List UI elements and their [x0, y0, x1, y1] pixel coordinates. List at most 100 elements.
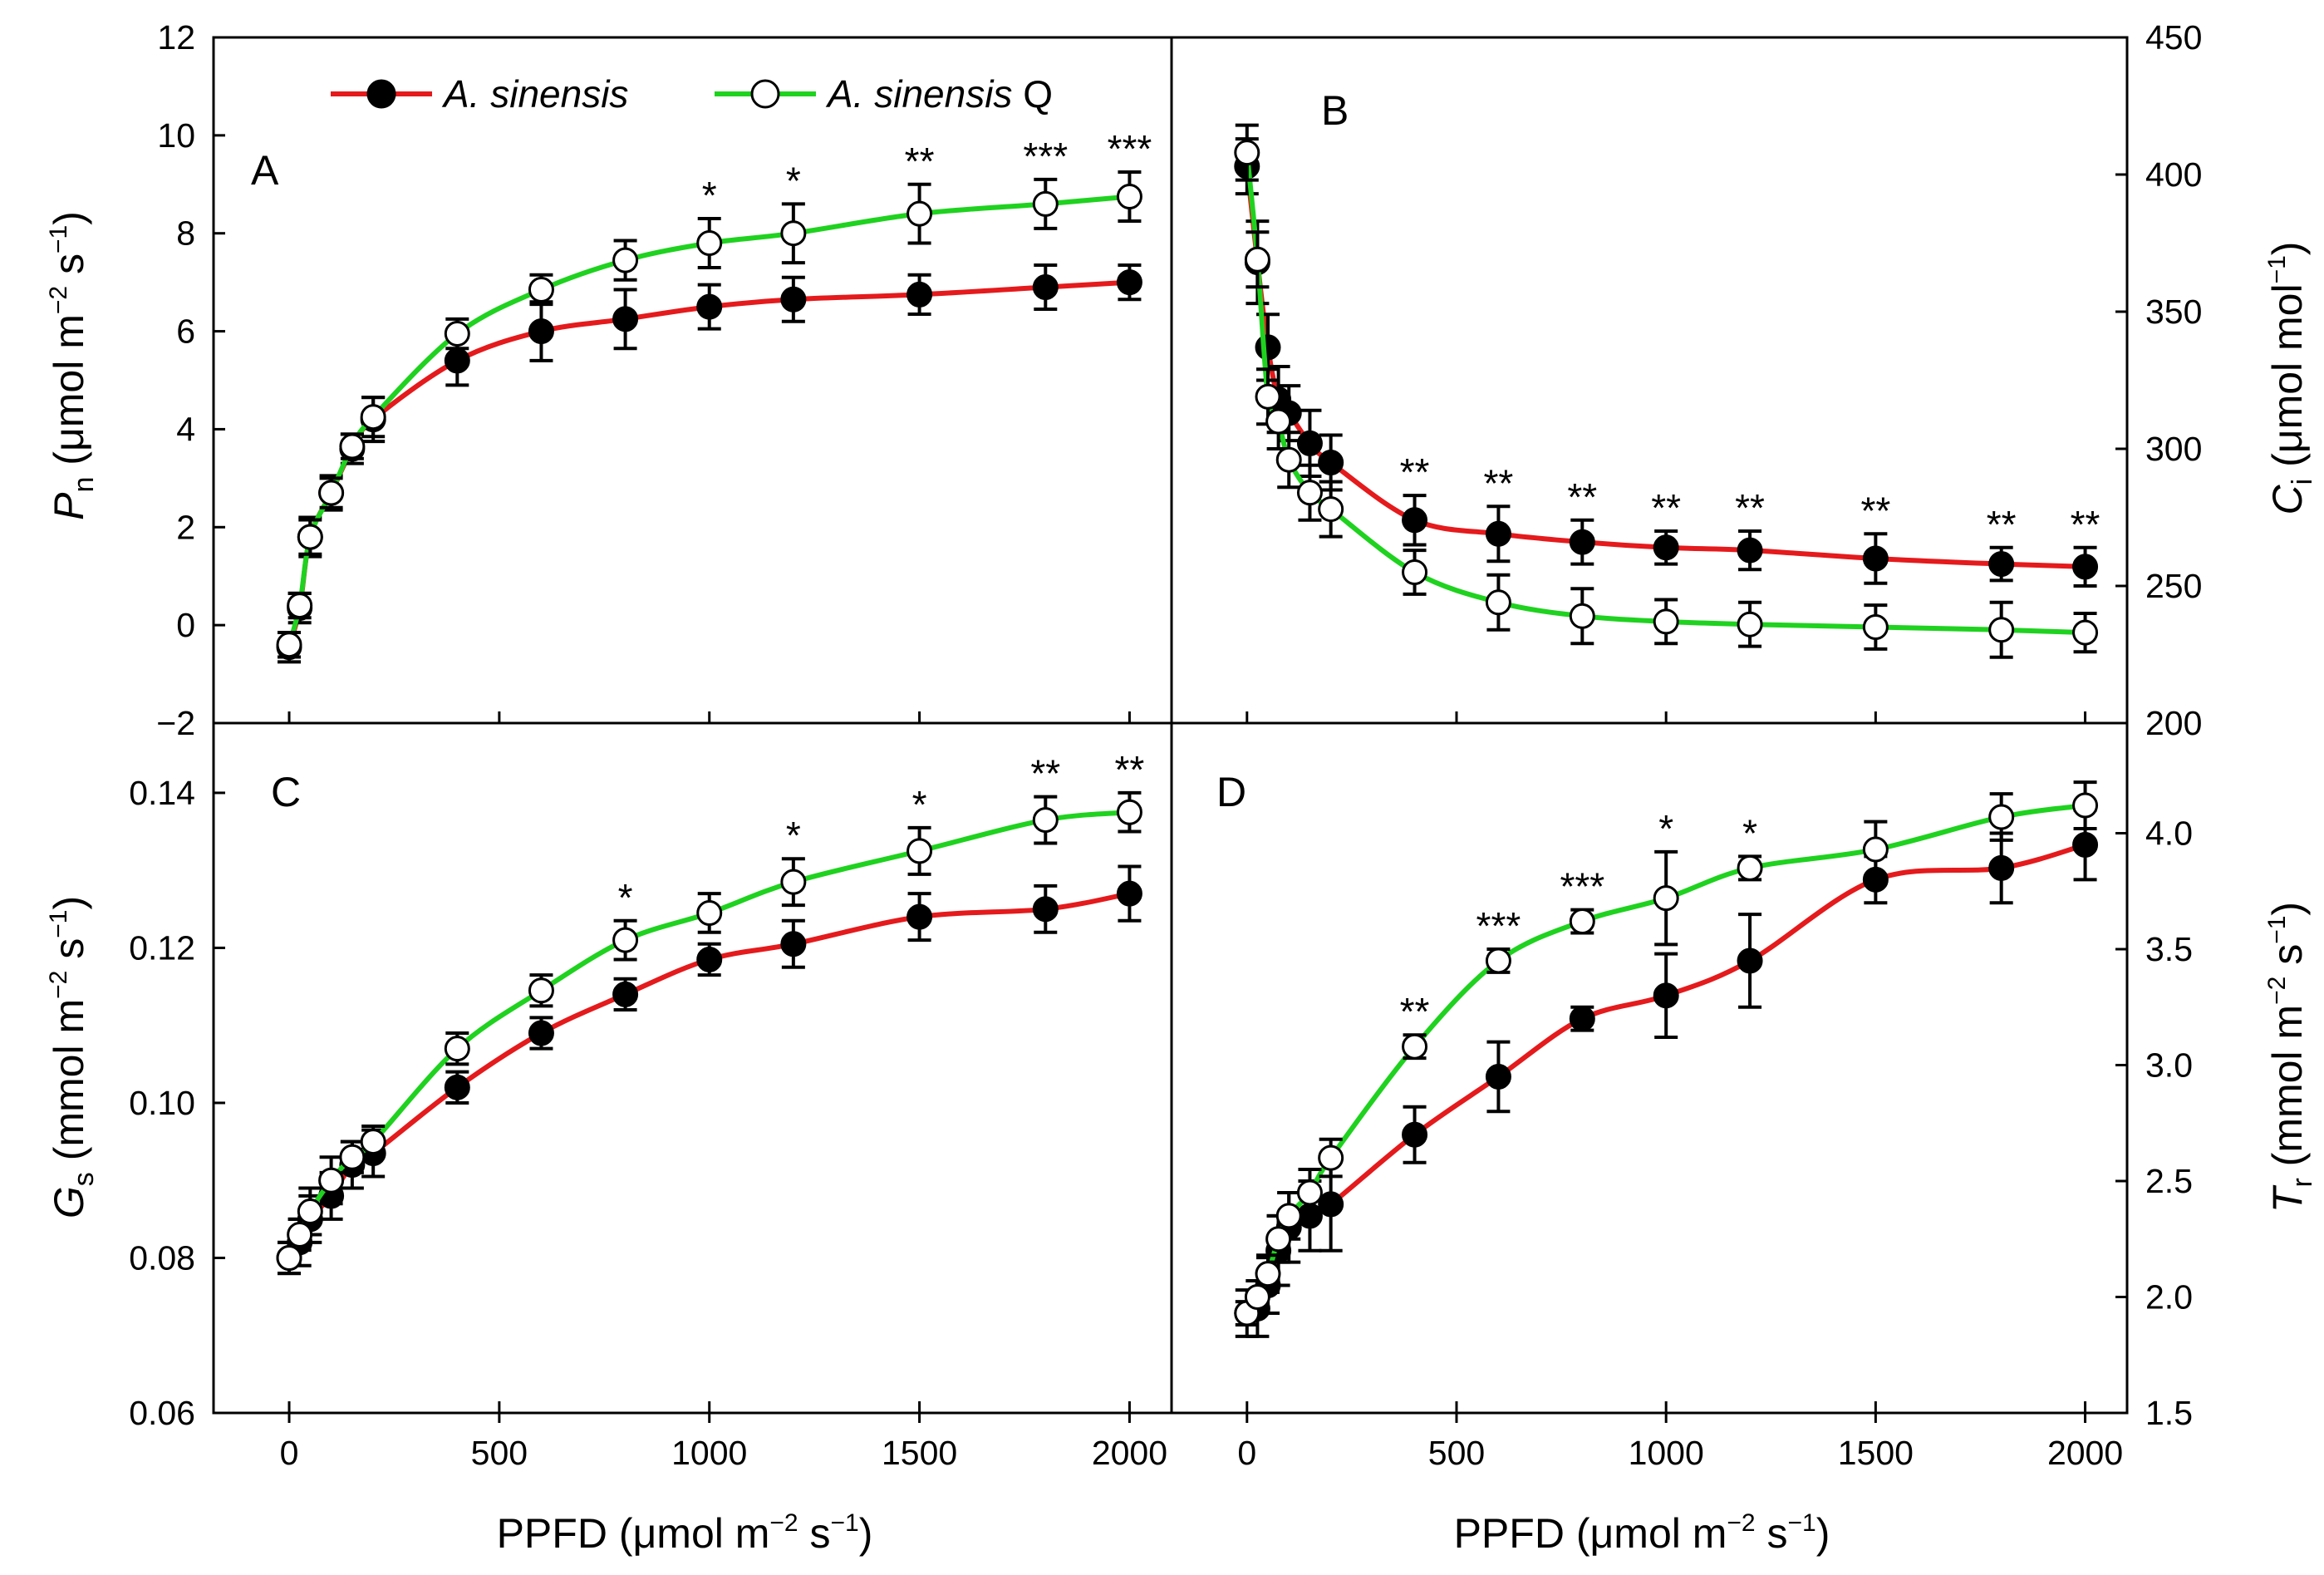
point-a-a-sinensis-q-6 — [444, 321, 470, 347]
significance-d-2: *** — [1560, 865, 1604, 908]
point-c-a-sinensis-q-9 — [696, 899, 723, 926]
point-d-a-sinensis-q-9 — [1569, 908, 1595, 935]
ylabel-ci-end: ) — [2264, 242, 2311, 256]
ytick-label-a-0: −2 — [156, 704, 195, 742]
frame-layer — [212, 36, 2129, 1415]
point-d-a-sinensis-q-13 — [1988, 804, 2015, 830]
ylabel-pn-sup2: −1 — [45, 225, 72, 253]
point-b-a-sinensis-q-13 — [1988, 617, 2015, 643]
point-b-a-sinensis-q-0 — [1234, 140, 1260, 166]
significance-b-4: ** — [1735, 486, 1765, 529]
point-a-a-sinensis-q-4 — [339, 433, 366, 460]
significance-a-1: * — [786, 159, 801, 202]
point-c-a-sinensis-q-6 — [444, 1036, 470, 1062]
point-a-a-sinensis-q-8 — [612, 247, 639, 273]
point-b-a-sinensis-q-1 — [1244, 246, 1270, 273]
point-d-a-sinensis-q-7 — [1402, 1033, 1428, 1060]
point-b-a-sinensis-q-9 — [1569, 603, 1595, 629]
xlabel-right-sup2: −1 — [1788, 1509, 1816, 1537]
xlabel-right: PPFD (μmol m−2 s−1) — [1454, 1509, 1830, 1557]
ylabel-tr: Tr (mmol m−2 s−1) — [2263, 902, 2318, 1213]
ylabel-pn-sub: n — [68, 477, 100, 493]
ylabel-gs-unit: (mmol m — [46, 999, 92, 1172]
legend-label-a-sinensis: A. sinensis — [441, 72, 628, 116]
point-b-a-sinensis-q-2 — [1255, 383, 1281, 410]
point-d-a-sinensis-q-4 — [1275, 1203, 1302, 1229]
point-b-a-sinensis-q-8 — [1485, 589, 1511, 616]
panel-c: 0.060.080.100.120.140 500 1000 1500 2000****… — [129, 748, 1167, 1472]
significance-a-0: * — [702, 174, 717, 217]
xtick-label-d-4: 2000 — [2047, 1434, 2123, 1472]
point-d-a-sinensis-q-2 — [1255, 1261, 1281, 1287]
point-c-a-sinensis-q-7 — [528, 977, 554, 1004]
ytick-label-d-0: 1.5 — [2145, 1394, 2193, 1432]
point-d-a-sinensis-q-14 — [2072, 792, 2099, 819]
significance-c-4: ** — [1115, 748, 1145, 791]
point-c-a-sinensis-q-0 — [276, 1244, 302, 1271]
point-c-a-sinensis-9 — [696, 946, 723, 972]
legend-marker-filled — [366, 79, 396, 109]
xtick-label-c-2: 1000 — [671, 1434, 747, 1472]
point-a-a-sinensis-q-13 — [1116, 184, 1142, 210]
point-a-a-sinensis-q-11 — [907, 200, 933, 227]
ylabel-pn-end: ) — [46, 211, 92, 225]
ylabel-gs: Gs (mmol m−2 s−1) — [45, 896, 100, 1218]
ylabel-ci: Ci (μmol mol−1) — [2263, 242, 2318, 515]
ylabel-gs-sup2: −1 — [45, 910, 72, 938]
significance-d-1: *** — [1476, 904, 1521, 947]
panel-letter-c: C — [271, 769, 301, 815]
ytick-label-b-2: 300 — [2145, 430, 2202, 468]
point-c-a-sinensis-q-10 — [780, 869, 807, 895]
ytick-label-a-4: 6 — [176, 313, 195, 351]
panel-b: 200 250 300 350 400 450 ** ** ** ** ** ** ** ** — [1234, 18, 2202, 742]
significance-b-5: ** — [1860, 489, 1890, 532]
ytick-label-d-1: 2.0 — [2145, 1278, 2193, 1317]
significance-b-0: ** — [1400, 450, 1430, 494]
point-c-a-sinensis-q-13 — [1116, 799, 1142, 825]
ytick-label-c-1: 0.08 — [129, 1238, 195, 1277]
xtick-label-d-1: 500 — [1428, 1434, 1485, 1472]
ytick-label-d-5: 4.0 — [2145, 815, 2193, 853]
point-d-a-sinensis-q-1 — [1244, 1284, 1270, 1311]
ylabel-pn-sup1: −2 — [45, 286, 72, 314]
ytick-label-a-7: 12 — [157, 18, 195, 57]
ylabel-tr-main: T — [2264, 1184, 2311, 1213]
xtick-label-d-0: 0 — [1237, 1434, 1256, 1472]
xtick-label-c-4: 2000 — [1092, 1434, 1167, 1472]
ytick-label-b-5: 450 — [2145, 18, 2202, 57]
point-b-a-sinensis-5 — [1296, 430, 1323, 456]
significance-d-3: * — [1658, 807, 1673, 850]
point-c-a-sinensis-q-4 — [339, 1144, 366, 1170]
xtick-label-c-1: 500 — [471, 1434, 528, 1472]
ytick-label-d-2: 2.5 — [2145, 1162, 2193, 1200]
point-d-a-sinensis-10 — [1653, 982, 1679, 1009]
point-b-a-sinensis-q-11 — [1737, 611, 1763, 637]
point-a-a-sinensis-q-7 — [528, 276, 554, 303]
ylabel-gs-sub: s — [68, 1172, 100, 1186]
ylabel-gs-main: G — [46, 1186, 92, 1218]
ylabel-pn-unit: (μmol m — [46, 314, 92, 476]
significance-b-6: ** — [1987, 503, 2017, 546]
point-c-a-sinensis-11 — [907, 903, 933, 930]
ytick-label-b-4: 400 — [2145, 155, 2202, 194]
ylabel-tr-sup2: −1 — [2263, 916, 2291, 944]
ytick-label-b-3: 350 — [2145, 293, 2202, 331]
point-b-a-sinensis-q-14 — [2072, 619, 2099, 646]
ytick-label-d-4: 3.5 — [2145, 930, 2193, 968]
ytick-label-c-3: 0.12 — [129, 928, 195, 967]
point-b-a-sinensis-11 — [1737, 537, 1763, 564]
significance-b-3: ** — [1651, 486, 1681, 529]
xlabel-right-prefix: PPFD ( — [1454, 1510, 1590, 1557]
point-d-a-sinensis-q-10 — [1653, 885, 1679, 912]
ytick-label-a-1: 0 — [176, 606, 195, 644]
xlabel-right-suffix: ) — [1816, 1510, 1830, 1557]
ytick-label-c-2: 0.10 — [129, 1084, 195, 1122]
point-c-a-sinensis-6 — [444, 1074, 470, 1100]
point-d-a-sinensis-11 — [1737, 947, 1763, 974]
ylabel-tr-unit: (mmol m — [2264, 1005, 2311, 1178]
point-d-a-sinensis-13 — [1988, 854, 2015, 881]
xlabel-right-unit: μmol m — [1589, 1510, 1727, 1557]
point-b-a-sinensis-8 — [1485, 520, 1511, 547]
